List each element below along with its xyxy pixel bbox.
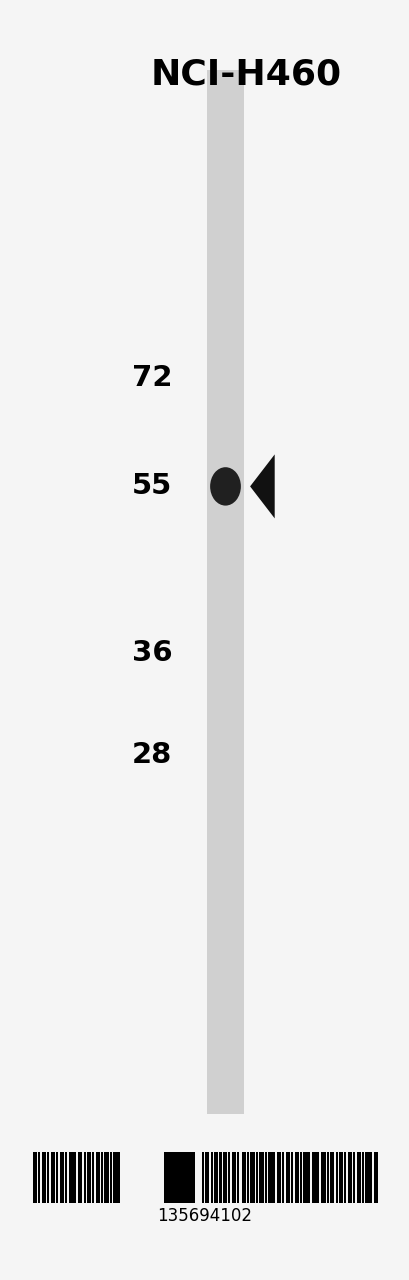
Bar (281, 1152, 283, 1203)
Bar (246, 1152, 249, 1203)
Polygon shape (249, 454, 274, 518)
Bar (255, 1152, 257, 1203)
Bar (113, 1152, 117, 1203)
Bar (207, 70, 243, 1114)
Text: 72: 72 (131, 364, 172, 392)
Bar (373, 1152, 377, 1203)
Bar (312, 1152, 316, 1203)
Bar (272, 1152, 274, 1203)
Bar (237, 1152, 239, 1203)
Bar (101, 1152, 103, 1203)
Bar (65, 1152, 67, 1203)
Bar (335, 1152, 337, 1203)
Bar (250, 1152, 254, 1203)
Bar (330, 1152, 334, 1203)
Bar (361, 1152, 363, 1203)
Bar (308, 1152, 310, 1203)
Bar (369, 1152, 371, 1203)
Bar (83, 1152, 85, 1203)
Text: NCI-H460: NCI-H460 (150, 58, 341, 92)
Bar (60, 1152, 64, 1203)
Bar (326, 1152, 328, 1203)
Bar (276, 1152, 281, 1203)
Bar (299, 1152, 301, 1203)
Bar (110, 1152, 112, 1203)
Bar (96, 1152, 100, 1203)
Text: 135694102: 135694102 (157, 1207, 252, 1225)
Bar (33, 1152, 37, 1203)
Bar (321, 1152, 325, 1203)
Bar (201, 1152, 203, 1203)
Bar (219, 1152, 221, 1203)
Bar (47, 1152, 49, 1203)
Bar (222, 1152, 227, 1203)
Bar (356, 1152, 360, 1203)
Text: 36: 36 (131, 639, 172, 667)
Bar (204, 1152, 209, 1203)
Bar (38, 1152, 40, 1203)
Bar (104, 1152, 108, 1203)
Bar (51, 1152, 55, 1203)
Bar (92, 1152, 94, 1203)
Bar (268, 1152, 272, 1203)
Text: 55: 55 (132, 472, 172, 500)
Bar (242, 1152, 246, 1203)
Bar (352, 1152, 354, 1203)
Bar (285, 1152, 289, 1203)
Bar (364, 1152, 369, 1203)
Bar (42, 1152, 46, 1203)
Text: 28: 28 (132, 741, 172, 769)
Bar (78, 1152, 82, 1203)
Bar (317, 1152, 319, 1203)
Bar (56, 1152, 58, 1203)
Bar (68, 1152, 72, 1203)
Bar (294, 1152, 298, 1203)
Bar (343, 1152, 345, 1203)
Bar (87, 1152, 91, 1203)
Bar (303, 1152, 307, 1203)
Bar (213, 1152, 218, 1203)
Bar (339, 1152, 343, 1203)
Bar (264, 1152, 266, 1203)
Ellipse shape (210, 467, 240, 506)
Bar (347, 1152, 352, 1203)
Bar (231, 1152, 236, 1203)
Bar (259, 1152, 263, 1203)
Bar (73, 1152, 75, 1203)
Bar (290, 1152, 292, 1203)
Bar (228, 1152, 230, 1203)
Bar (118, 1152, 120, 1203)
Bar (210, 1152, 212, 1203)
Bar (163, 1152, 194, 1203)
